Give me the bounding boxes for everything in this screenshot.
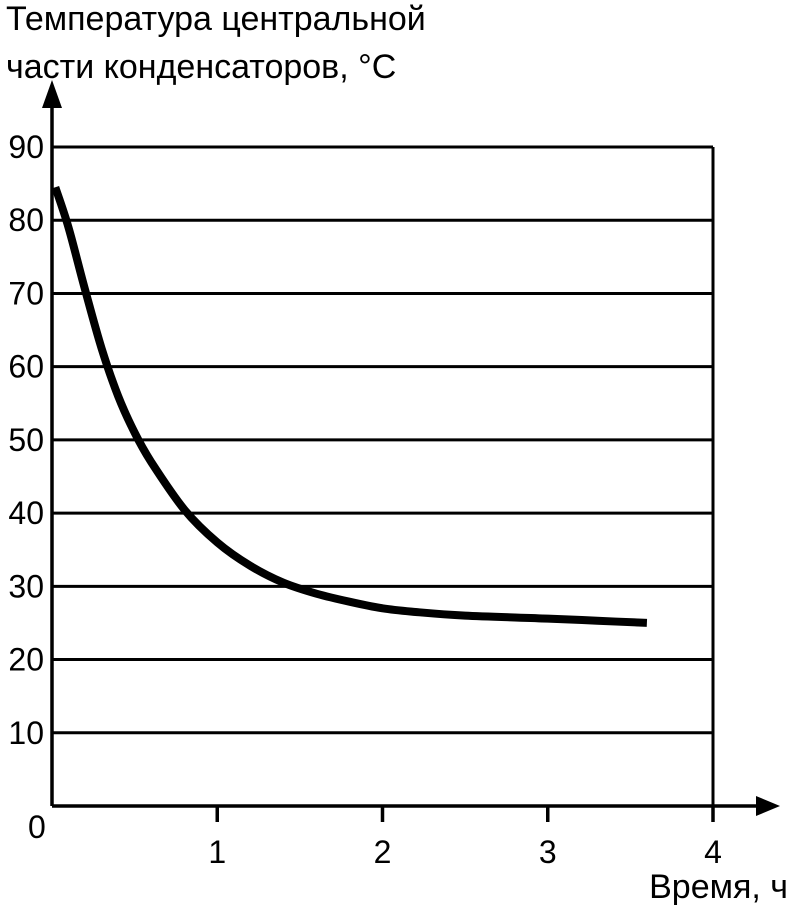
y-axis-arrow: [42, 80, 62, 108]
series-line-0: [51, 186, 648, 627]
x-tick-label-1: 1: [208, 834, 226, 870]
tick-labels: 10 20 30 40 50 60 70 80 90 1 2 3 4: [8, 129, 721, 870]
series-layer: [51, 186, 648, 627]
gridlines: [52, 145, 713, 735]
y-axis-label-line-2: части конденсаторов, °C: [6, 48, 396, 86]
plot-frame: [42, 80, 780, 822]
y-tick-label-10: 10: [8, 715, 44, 751]
y-tick-label-20: 20: [8, 642, 44, 678]
x-tick-label-4: 4: [704, 834, 722, 870]
y-tick-label-40: 40: [8, 495, 44, 531]
x-tick-label-3: 3: [539, 834, 557, 870]
x-axis-label: Время, ч: [649, 868, 788, 906]
y-axis-label-line-1: Температура центральной: [6, 0, 426, 38]
y-tick-label-50: 50: [8, 422, 44, 458]
y-tick-label-30: 30: [8, 568, 44, 604]
x-axis-arrow: [756, 796, 780, 816]
y-tick-label-90: 90: [8, 129, 44, 165]
origin-label: 0: [28, 809, 46, 845]
x-tick-label-2: 2: [374, 834, 392, 870]
y-tick-label-60: 60: [8, 349, 44, 385]
y-tick-label-70: 70: [8, 275, 44, 311]
y-tick-label-80: 80: [8, 202, 44, 238]
